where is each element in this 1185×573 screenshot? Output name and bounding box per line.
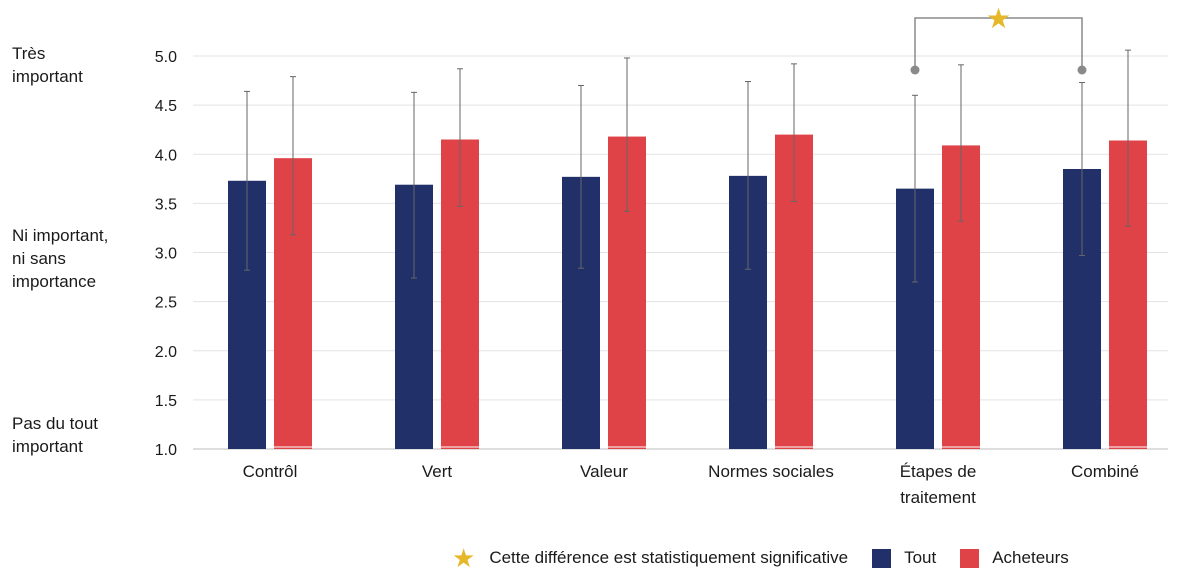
y-tick-label: 2.5 (155, 295, 177, 312)
x-tick-label: Vert (422, 462, 453, 481)
legend-swatch-acheteurs (960, 548, 980, 568)
significance-dot (910, 65, 920, 75)
legend-significance: ★ Cette différence est statistiquement s… (452, 542, 849, 573)
legend-label-tout: Tout (904, 548, 937, 567)
x-tick-label: Combiné (1071, 462, 1139, 481)
y-label-tres-important: Très important (12, 44, 83, 86)
x-tick-label: Valeur (580, 462, 628, 481)
y-tick-label: 2.0 (155, 344, 177, 361)
legend-tout: Tout (872, 548, 936, 568)
legend-acheteurs: Acheteurs (960, 548, 1069, 568)
y-tick-label: 3.5 (155, 196, 177, 213)
y-tick-label: 1.0 (155, 442, 177, 459)
legend: ★ Cette différence est statistiquement s… (452, 542, 1069, 573)
legend-label-acheteurs: Acheteurs (992, 548, 1069, 567)
y-tick-label: 4.5 (155, 98, 177, 115)
bar-chart: 1.0 1.5 2.0 2.5 3.0 3.5 4.0 4.5 5.0 Contrôl Vert Va… (155, 3, 1168, 507)
y-label-ni-important: Ni important, ni sans importance (12, 226, 109, 291)
legend-swatch-tout (872, 548, 892, 568)
legend-significance-label: Cette différence est statistiquement sig… (489, 548, 849, 567)
y-tick-label: 4.0 (155, 147, 177, 164)
x-tick-label: Normes sociales (708, 462, 834, 481)
significance-star-icon: ★ (986, 3, 1011, 34)
star-icon: ★ (452, 542, 476, 573)
significance-bracket (914, 17, 1083, 70)
x-tick-label: Contrôl (243, 462, 298, 481)
y-tick-label: 3.0 (155, 246, 177, 263)
significance-dot (1077, 65, 1087, 75)
y-tick-label: 1.5 (155, 393, 177, 410)
y-tick-label: 5.0 (155, 49, 177, 66)
y-label-pas-du-tout: Pas du tout important (12, 414, 99, 456)
x-tick-label: Étapes de traitement (900, 462, 977, 507)
